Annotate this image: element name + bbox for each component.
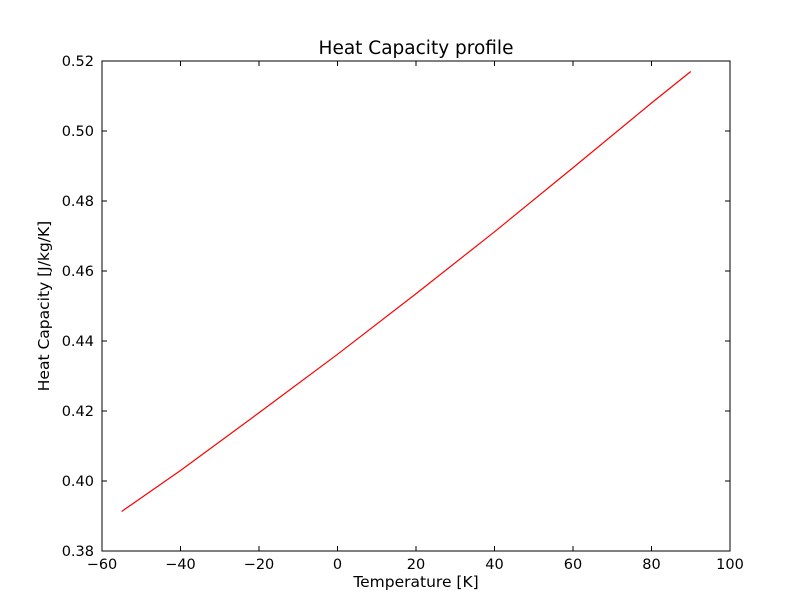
y-axis-title: Heat Capacity [J/kg/K] — [35, 221, 53, 391]
y-tick-label: 0.44 — [62, 334, 94, 350]
y-tick-label: 0.38 — [62, 544, 94, 560]
plot-frame — [101, 60, 731, 552]
x-tick-label: 80 — [642, 557, 660, 573]
y-tick-label: 0.50 — [62, 124, 94, 140]
x-tick-label: 40 — [485, 557, 503, 573]
x-tick-label: 0 — [333, 557, 342, 573]
x-tick-label: −20 — [244, 557, 275, 573]
x-tick-label: −40 — [165, 557, 196, 573]
x-tick-label: 100 — [716, 557, 744, 573]
y-tick-label: 0.46 — [62, 264, 94, 280]
x-tick-label: 60 — [564, 557, 582, 573]
y-tick-label: 0.48 — [62, 194, 94, 210]
x-tick-label: −60 — [87, 557, 118, 573]
plot-area — [102, 61, 730, 551]
series-line — [121, 71, 692, 512]
y-tick-label: 0.52 — [62, 54, 94, 70]
series-layer — [121, 71, 692, 512]
x-axis-title: Temperature [K] — [352, 573, 478, 591]
chart-title: Heat Capacity profile — [319, 38, 514, 59]
y-tick-label: 0.40 — [62, 474, 94, 490]
y-tick-label: 0.42 — [62, 404, 94, 420]
labels-layer: −60 −40 −20 0 20 40 60 80 100 0.38 0.40 0.42 0.44 0.4… — [62, 54, 744, 573]
x-tick-label: 20 — [407, 557, 425, 573]
